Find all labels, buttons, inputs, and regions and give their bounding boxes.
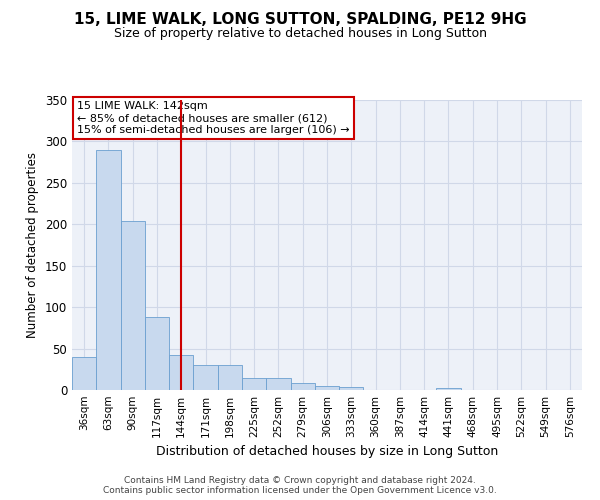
Bar (218, 365, 242, 390)
Bar (96, 150, 121, 390)
X-axis label: Distribution of detached houses by size in Long Sutton: Distribution of detached houses by size … (156, 446, 498, 458)
Bar (121, 221, 145, 390)
Bar (315, 386, 339, 390)
Text: 15, LIME WALK, LONG SUTTON, SPALDING, PE12 9HG: 15, LIME WALK, LONG SUTTON, SPALDING, PE… (74, 12, 526, 28)
Bar (72, 357, 96, 390)
Text: Size of property relative to detached houses in Long Sutton: Size of property relative to detached ho… (113, 28, 487, 40)
Bar (193, 365, 218, 390)
Bar (242, 378, 266, 390)
Text: 15 LIME WALK: 142sqm
← 85% of detached houses are smaller (612)
15% of semi-deta: 15 LIME WALK: 142sqm ← 85% of detached h… (77, 102, 350, 134)
Bar (169, 355, 193, 390)
Bar (339, 386, 364, 390)
Text: Contains public sector information licensed under the Open Government Licence v3: Contains public sector information licen… (103, 486, 497, 495)
Y-axis label: Number of detached properties: Number of detached properties (26, 152, 40, 338)
Bar (266, 378, 290, 390)
Bar (290, 384, 315, 390)
Bar (145, 317, 169, 390)
Bar (436, 388, 461, 390)
Text: Contains HM Land Registry data © Crown copyright and database right 2024.: Contains HM Land Registry data © Crown c… (124, 476, 476, 485)
